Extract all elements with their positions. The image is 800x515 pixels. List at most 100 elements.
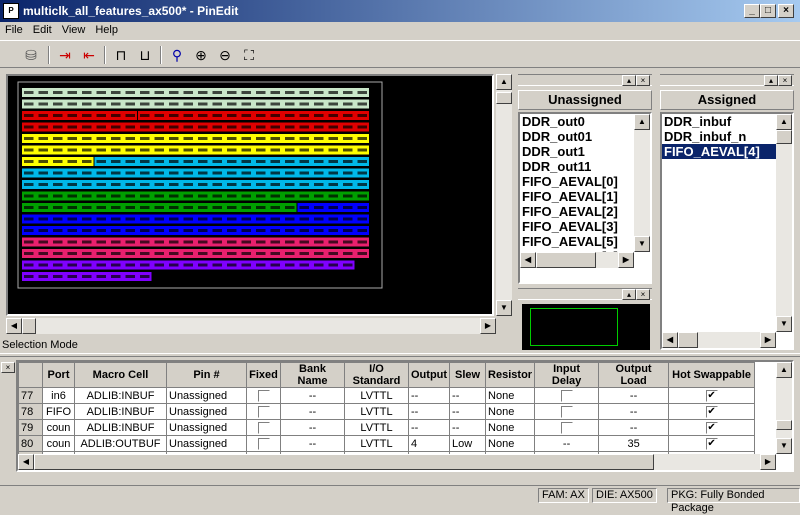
table-cell[interactable]: None — [485, 387, 536, 404]
io-pin-slot[interactable] — [270, 137, 281, 140]
io-pin-slot[interactable] — [357, 252, 368, 255]
io-pin-slot[interactable] — [24, 229, 34, 232]
table-cell[interactable]: -- — [598, 403, 670, 420]
io-bank-row[interactable] — [22, 237, 369, 247]
io-pin-slot[interactable] — [140, 114, 150, 117]
io-pin-slot[interactable] — [82, 183, 92, 186]
io-pin-slot[interactable] — [154, 252, 165, 255]
io-bank-row[interactable] — [22, 191, 369, 201]
io-pin-slot[interactable] — [169, 102, 179, 106]
io-pin-slot[interactable] — [111, 125, 121, 129]
checkbox[interactable]: ✔ — [705, 405, 718, 418]
list-item[interactable]: DDR_out0 — [522, 114, 585, 129]
io-pin-slot[interactable] — [125, 217, 136, 221]
io-pin-slot[interactable] — [53, 160, 63, 163]
io-pin-slot[interactable] — [38, 206, 49, 209]
io-pin-slot[interactable] — [241, 102, 252, 106]
io-pin-slot[interactable] — [96, 160, 107, 163]
io-pin-slot[interactable] — [357, 171, 368, 175]
io-pin-slot[interactable] — [169, 194, 179, 198]
list-item[interactable]: FIFO_AEVAL[3] — [522, 219, 618, 234]
io-pin-slot[interactable] — [343, 137, 353, 140]
io-pin-slot[interactable] — [169, 137, 179, 140]
scroll-down-icon[interactable]: ▼ — [496, 300, 512, 316]
io-pin-slot[interactable] — [82, 125, 92, 129]
table-cell[interactable] — [534, 403, 600, 420]
io-pin-slot[interactable] — [96, 252, 107, 255]
io-pin-slot[interactable] — [328, 217, 339, 221]
database-icon[interactable]: ⛁ — [25, 47, 37, 63]
io-pin-slot[interactable] — [125, 91, 136, 94]
scroll-right-icon[interactable]: ▶ — [760, 454, 776, 470]
list-item[interactable]: DDR_out1 — [522, 144, 585, 159]
io-pin-slot[interactable] — [314, 102, 324, 106]
io-pin-slot[interactable] — [285, 183, 295, 186]
scroll-up-icon[interactable]: ▲ — [496, 74, 512, 90]
export-icon[interactable]: ⇤ — [83, 47, 95, 63]
io-pin-slot[interactable] — [343, 217, 353, 221]
io-pin-slot[interactable] — [67, 125, 78, 129]
io-pin-slot[interactable] — [24, 275, 34, 278]
io-pin-slot[interactable] — [140, 125, 150, 129]
io-pin-slot[interactable] — [24, 194, 34, 198]
scroll-down-icon[interactable]: ▼ — [776, 438, 792, 454]
io-pin-slot[interactable] — [212, 263, 223, 267]
scroll-right-icon[interactable]: ▶ — [760, 332, 776, 348]
io-pin-slot[interactable] — [357, 194, 368, 198]
io-pin-slot[interactable] — [82, 194, 92, 198]
io-pin-slot[interactable] — [299, 252, 310, 255]
table-cell[interactable]: None — [485, 435, 536, 452]
io-pin-slot[interactable] — [343, 252, 353, 255]
io-pin-slot[interactable] — [38, 275, 49, 278]
table-cell[interactable]: ✔ — [668, 435, 756, 452]
io-pin-slot[interactable] — [24, 148, 34, 152]
checkbox[interactable] — [257, 437, 270, 450]
io-pin-slot[interactable] — [198, 91, 208, 94]
zoom-fit-icon[interactable]: ⛶ — [244, 47, 254, 63]
table-cell[interactable]: 77 — [18, 387, 43, 404]
io-pin-slot[interactable] — [270, 240, 281, 244]
io-pin-slot[interactable] — [96, 137, 107, 140]
io-pin-slot[interactable] — [67, 160, 78, 163]
column-header[interactable]: Pin # — [166, 362, 247, 388]
scroll-up-icon[interactable]: ▲ — [776, 114, 792, 130]
checkbox[interactable] — [560, 389, 573, 402]
column-header[interactable]: Bank Name — [280, 362, 345, 388]
io-pin-slot[interactable] — [82, 148, 92, 152]
table-dock-grip[interactable]: × — [0, 360, 15, 480]
io-pin-slot[interactable] — [314, 183, 324, 186]
io-pin-slot[interactable] — [140, 194, 150, 198]
io-pin-slot[interactable] — [169, 160, 179, 163]
io-pin-slot[interactable] — [198, 263, 208, 267]
close-icon[interactable]: × — [778, 4, 794, 18]
io-pin-slot[interactable] — [82, 171, 92, 175]
column-header[interactable]: Hot Swappable — [668, 362, 756, 388]
table-row[interactable]: 77 in6 ADLIB:INBUF Unassigned -- LVTTL -- -- Non… — [18, 387, 756, 404]
io-pin-slot[interactable] — [270, 102, 281, 106]
import-icon[interactable]: ⇥ — [59, 47, 71, 63]
io-pin-slot[interactable] — [212, 194, 223, 198]
io-pin-slot[interactable] — [285, 252, 295, 255]
io-pin-slot[interactable] — [299, 240, 310, 244]
io-pin-slot[interactable] — [169, 125, 179, 129]
io-pin-slot[interactable] — [198, 183, 208, 186]
io-pin-slot[interactable] — [270, 114, 281, 117]
io-pin-slot[interactable] — [212, 252, 223, 255]
io-pin-slot[interactable] — [53, 171, 63, 175]
io-pin-slot[interactable] — [24, 240, 34, 244]
splitter[interactable] — [0, 353, 800, 357]
io-pin-slot[interactable] — [24, 160, 34, 163]
io-bank-row[interactable] — [22, 134, 369, 143]
scroll-thumb[interactable] — [776, 130, 792, 144]
io-pin-slot[interactable] — [241, 114, 252, 117]
io-pin-slot[interactable] — [96, 263, 107, 267]
list-vscroll[interactable]: ▲ ▼ — [776, 114, 792, 332]
io-pin-slot[interactable] — [169, 171, 179, 175]
io-bank-row[interactable] — [22, 180, 369, 189]
io-pin-slot[interactable] — [227, 194, 237, 198]
io-pin-slot[interactable] — [154, 240, 165, 244]
assigned-list[interactable]: DDR_inbuf DDR_inbuf_n FIFO_AEVAL[4] ▲ ▼ ◀ … — [660, 112, 794, 350]
io-pin-slot[interactable] — [183, 102, 194, 106]
io-bank-row[interactable] — [22, 249, 369, 258]
io-pin-slot[interactable] — [111, 252, 121, 255]
